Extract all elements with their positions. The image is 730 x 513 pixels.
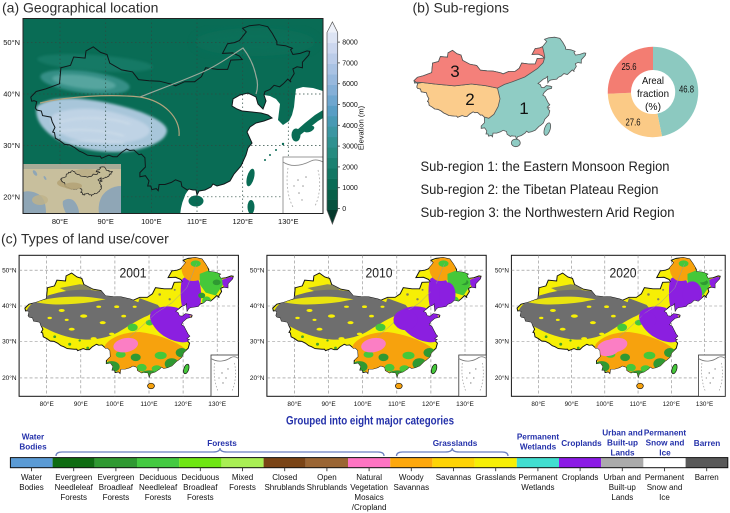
svg-text:Grasslands: Grasslands (433, 439, 478, 448)
svg-text:Snow and: Snow and (647, 483, 683, 492)
svg-text:fraction: fraction (637, 88, 669, 100)
svg-text:0: 0 (342, 206, 346, 213)
svg-text:Shrublands: Shrublands (264, 483, 304, 492)
svg-text:Shrublands: Shrublands (307, 483, 347, 492)
svg-text:20°N: 20°N (3, 192, 20, 201)
svg-text:130°E: 130°E (278, 217, 299, 226)
svg-text:110°E: 110°E (187, 217, 207, 226)
svg-text:Forests: Forests (187, 493, 214, 502)
svg-text:Deciduous: Deciduous (181, 473, 219, 482)
svg-text:Grouped into eight major categ: Grouped into eight major categories (286, 414, 454, 428)
svg-text:(b) Sub-regions: (b) Sub-regions (413, 0, 510, 16)
svg-text:Wetlands: Wetlands (520, 443, 557, 452)
svg-text:Croplands: Croplands (562, 473, 598, 482)
svg-text:1: 1 (519, 99, 528, 118)
svg-text:2010: 2010 (366, 266, 393, 281)
svg-text:Areal: Areal (642, 75, 664, 87)
svg-text:Natural: Natural (356, 473, 382, 482)
svg-text:Water: Water (22, 433, 45, 442)
svg-text:Wetlands: Wetlands (521, 483, 554, 492)
svg-text:Forests: Forests (60, 493, 87, 502)
svg-text:4000: 4000 (342, 123, 358, 130)
svg-text:Savannas: Savannas (436, 473, 472, 482)
svg-text:Barren: Barren (695, 473, 719, 482)
svg-text:Snow and: Snow and (646, 439, 685, 448)
svg-text:2000: 2000 (342, 164, 358, 171)
svg-text:80°E: 80°E (52, 217, 68, 226)
svg-text:Grasslands: Grasslands (475, 473, 515, 482)
svg-text:50°N: 50°N (3, 38, 20, 47)
svg-text:6000: 6000 (342, 81, 358, 88)
svg-text:Forests: Forests (207, 439, 237, 448)
svg-text:Lands: Lands (611, 493, 633, 502)
svg-text:Forests: Forests (103, 493, 130, 502)
svg-text:5000: 5000 (342, 102, 358, 109)
svg-text:120°E: 120°E (232, 217, 253, 226)
svg-text:3000: 3000 (342, 144, 358, 151)
svg-text:Permanent: Permanent (517, 433, 560, 442)
svg-text:40°N: 40°N (3, 90, 20, 99)
svg-text:Elevation (m): Elevation (m) (357, 105, 366, 150)
svg-text:Sub-region 3: the Northwestern: Sub-region 3: the Northwestern Arid Regi… (421, 205, 675, 221)
svg-text:Water: Water (21, 473, 42, 482)
svg-text:30°N: 30°N (3, 141, 20, 150)
svg-text:Broadleaf: Broadleaf (99, 483, 134, 492)
svg-text:Built-up: Built-up (607, 439, 638, 448)
svg-text:2001: 2001 (120, 266, 147, 281)
svg-text:Open: Open (317, 473, 337, 482)
svg-text:100°E: 100°E (141, 217, 162, 226)
svg-text:(%): (%) (645, 101, 661, 113)
svg-text:Sub-region 2: the Tibetan Plat: Sub-region 2: the Tibetan Plateau Region (421, 182, 659, 198)
svg-text:Woody: Woody (399, 473, 424, 482)
svg-text:Urban and: Urban and (602, 429, 643, 438)
svg-text:Permanent: Permanent (644, 429, 687, 438)
svg-text:Ice: Ice (659, 449, 671, 458)
svg-text:Urban and: Urban and (604, 473, 641, 482)
svg-text:25.6: 25.6 (622, 62, 637, 73)
svg-text:2: 2 (465, 90, 474, 109)
svg-text:90°E: 90°E (98, 217, 114, 226)
svg-text:Mixed: Mixed (232, 473, 253, 482)
svg-text:Bodies: Bodies (19, 443, 47, 452)
svg-text:27.6: 27.6 (626, 118, 641, 129)
svg-text:Forests: Forests (229, 483, 256, 492)
svg-text:Savannas: Savannas (394, 483, 430, 492)
svg-text:Barren: Barren (694, 439, 720, 448)
svg-text:Vegetation: Vegetation (350, 483, 388, 492)
svg-text:Forests: Forests (145, 493, 172, 502)
svg-text:46.8: 46.8 (679, 85, 694, 96)
svg-text:Needleleaf: Needleleaf (139, 483, 178, 492)
svg-text:Needleleaf: Needleleaf (55, 483, 94, 492)
svg-text:7000: 7000 (342, 60, 358, 67)
svg-text:Croplands: Croplands (561, 439, 602, 448)
svg-text:Deciduous: Deciduous (139, 473, 177, 482)
svg-text:Evergreen: Evergreen (97, 473, 134, 482)
svg-text:Permanent: Permanent (518, 473, 558, 482)
svg-text:Sub-region 1: the Eastern Mons: Sub-region 1: the Eastern Monsoon Region (421, 159, 670, 175)
svg-text:(a) Geographical location: (a) Geographical location (2, 0, 158, 16)
svg-text:8000: 8000 (342, 40, 358, 47)
svg-text:Broadleaf: Broadleaf (183, 483, 218, 492)
svg-text:Evergreen: Evergreen (55, 473, 92, 482)
svg-text:Bodies: Bodies (19, 483, 43, 492)
svg-text:1000: 1000 (342, 185, 358, 192)
svg-text:3: 3 (450, 62, 459, 81)
svg-text:/Cropland: /Cropland (352, 503, 387, 512)
svg-text:Mosaics: Mosaics (354, 493, 383, 502)
svg-text:Lands: Lands (610, 449, 635, 458)
svg-text:(c) Types of land use/cover: (c) Types of land use/cover (1, 231, 169, 247)
svg-text:Permanent: Permanent (645, 473, 685, 482)
svg-text:Ice: Ice (659, 493, 670, 502)
svg-text:2020: 2020 (610, 266, 637, 281)
svg-text:Closed: Closed (272, 473, 297, 482)
svg-text:Built-up: Built-up (609, 483, 637, 492)
